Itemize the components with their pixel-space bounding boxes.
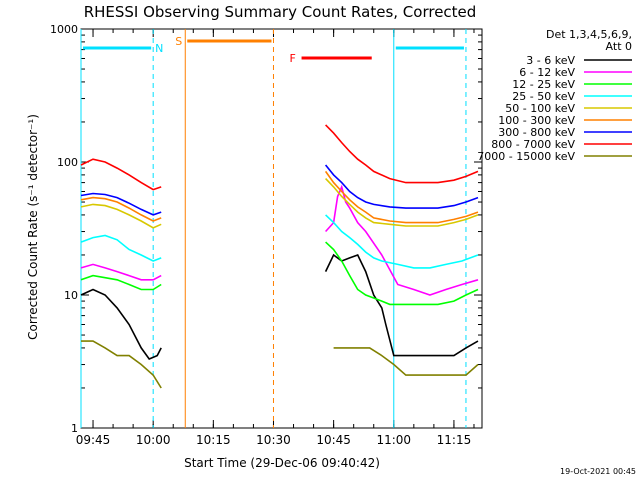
series-line (80, 184, 479, 296)
y-tick-label: 1000 (50, 23, 78, 36)
legend-label: 100 - 300 keV (498, 114, 575, 127)
series-line (80, 214, 479, 269)
x-tick-label: 10:00 (136, 433, 171, 447)
series-line (81, 340, 479, 389)
y-axis-label: Corrected Count Rate (s⁻¹ detector⁻¹) (26, 114, 40, 340)
legend-label: 50 - 100 keV (505, 102, 575, 115)
series-line (80, 241, 479, 306)
series-line (80, 164, 479, 216)
flag-label: N (155, 42, 163, 55)
flag-label: S (175, 35, 182, 48)
x-tick-label: 10:30 (256, 433, 291, 447)
legend-label: 300 - 800 keV (498, 126, 575, 139)
x-tick-label: 10:15 (196, 433, 231, 447)
chart-title: RHESSI Observing Summary Count Rates, Co… (84, 3, 477, 21)
legend-label: 7000 - 15000 keV (477, 150, 575, 163)
y-tick-label: 100 (57, 156, 78, 169)
legend-label: 25 - 50 keV (512, 90, 575, 103)
legend-label: 6 - 12 keV (519, 66, 575, 79)
x-axis-label: Start Time (29-Dec-06 09:40:42) (184, 456, 380, 470)
legend-label: 800 - 7000 keV (491, 138, 575, 151)
x-tick-label: 11:00 (376, 433, 411, 447)
legend-label: 3 - 6 keV (526, 54, 575, 67)
series-line (80, 170, 479, 224)
series-line (80, 253, 479, 360)
y-tick-label: 1 (71, 422, 78, 435)
legend-label: 12 - 25 keV (512, 78, 575, 91)
x-tick-label: 11:15 (437, 433, 472, 447)
timestamp: 19-Oct-2021 00:45 (560, 467, 636, 476)
plot-frame (80, 28, 483, 429)
x-tick-label: 09:45 (76, 433, 111, 447)
legend-header-2: Att 0 (606, 40, 632, 53)
legend-header-1: Det 1,3,4,5,6,9, (546, 28, 632, 41)
y-tick-label: 10 (64, 289, 78, 302)
series-line (80, 124, 479, 191)
flag-label: F (290, 52, 296, 65)
x-tick-label: 10:45 (316, 433, 351, 447)
series-line (80, 178, 479, 229)
